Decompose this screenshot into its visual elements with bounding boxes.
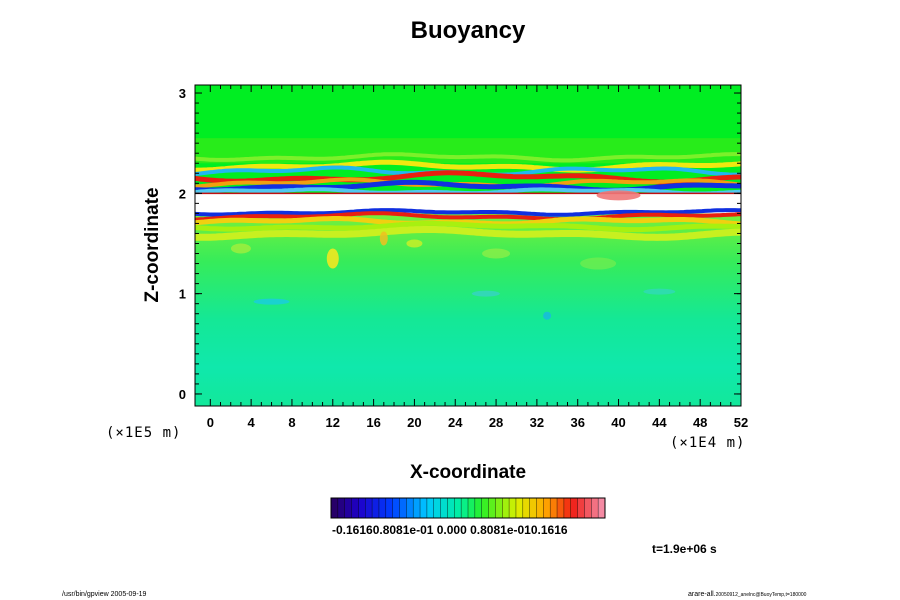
colorbar-bin xyxy=(351,498,359,518)
plume-yellow-1 xyxy=(326,248,339,269)
inversion-pink-patch xyxy=(596,190,641,201)
colorbar-bin xyxy=(481,498,489,518)
wave-blue-2 xyxy=(195,208,741,217)
y-tick-label: 0 xyxy=(179,387,186,402)
x-tick-label: 8 xyxy=(288,415,295,430)
footer-right-small: 20050912_anelnc@BuoyTemp,t=180000 xyxy=(716,592,807,598)
colorbar-bin xyxy=(440,498,448,518)
colorbar-bin xyxy=(550,498,558,518)
wave-lime-2 xyxy=(195,226,741,241)
chart-title: Buoyancy xyxy=(411,17,526,44)
x-tick-label: 28 xyxy=(489,415,503,430)
x-tick-label: 36 xyxy=(570,415,584,430)
colorbar-bin xyxy=(331,498,339,518)
colorbar xyxy=(330,497,606,519)
plot-area xyxy=(195,85,741,406)
colorbar-bin xyxy=(392,498,400,518)
colorbar-frame xyxy=(330,497,606,519)
colorbar-bin xyxy=(447,498,455,518)
plot-frame xyxy=(194,84,742,407)
colorbar-bin xyxy=(529,498,537,518)
x-tick-label: 4 xyxy=(248,415,256,430)
wave-blue-1 xyxy=(195,179,741,193)
wave-lime-1 xyxy=(195,220,741,233)
colorbar-bin xyxy=(372,498,380,518)
x-axis-label: X-coordinate xyxy=(410,462,526,483)
y-tick-label: 3 xyxy=(179,86,186,101)
y-tick-label: 1 xyxy=(179,287,186,302)
colorbar-bin xyxy=(378,498,386,518)
colorbar-bin xyxy=(433,498,441,518)
inversion-layer xyxy=(195,193,741,211)
y-tick-label: 2 xyxy=(179,186,186,201)
plume-lime-2 xyxy=(580,257,617,270)
colorbar-bin xyxy=(557,498,565,518)
x-tick-label: 0 xyxy=(207,415,214,430)
colorbar-bin xyxy=(563,498,571,518)
x-tick-label: 24 xyxy=(448,415,463,430)
y-axis-label: Z-coordinate xyxy=(142,187,163,302)
time-label: t=1.9e+06 s xyxy=(652,542,717,556)
plume-yellow-2 xyxy=(406,239,423,248)
colorbar-bin xyxy=(577,498,585,518)
colorbar-bin xyxy=(474,498,482,518)
x-tick-label: 44 xyxy=(652,415,667,430)
colorbar-bin xyxy=(598,498,606,518)
plume-orange-1 xyxy=(379,231,388,246)
colorbar-bin xyxy=(385,498,393,518)
plume-yellow-3 xyxy=(230,243,251,254)
pocket-cyan-1 xyxy=(253,298,290,305)
colorbar-bin xyxy=(495,498,503,518)
y-axis: 0 1 2 3 xyxy=(179,86,741,402)
x-tick-label: 32 xyxy=(530,415,544,430)
colorbar-tick-labels: -0.16160.8081e-01 0.000 0.8081e-010.1616 xyxy=(332,523,568,537)
colorbar-bin xyxy=(399,498,407,518)
colorbar-bin xyxy=(337,498,345,518)
colorbar-bin xyxy=(536,498,544,518)
colorbar-bin xyxy=(570,498,578,518)
x-tick-label: 48 xyxy=(693,415,707,430)
colorbar-bin xyxy=(461,498,469,518)
footer-right-main: arare-all. xyxy=(688,591,716,598)
colorbar-bin xyxy=(488,498,496,518)
colorbar-bin xyxy=(502,498,510,518)
colorbar-bin xyxy=(420,498,428,518)
pocket-cyan-3 xyxy=(543,311,552,320)
buoyancy-field xyxy=(195,85,741,406)
colorbar-bin xyxy=(591,498,599,518)
x-tick-label: 12 xyxy=(326,415,340,430)
colorbar-bin xyxy=(515,498,523,518)
colorbar-bin xyxy=(454,498,462,518)
x-unit-label: (×1E4 m) xyxy=(670,435,745,451)
x-tick-label: 52 xyxy=(734,415,748,430)
colorbar-bin xyxy=(584,498,592,518)
colorbar-bin xyxy=(358,498,366,518)
colorbar-bin xyxy=(468,498,476,518)
y-unit-label: (×1E5 m) xyxy=(106,425,181,441)
lower-layer xyxy=(195,213,741,406)
footer-left: /usr/bin/gpview 2005-09-19 xyxy=(62,591,147,598)
pocket-cyan-4 xyxy=(643,288,676,295)
colorbar-bin xyxy=(426,498,434,518)
colorbar-bin xyxy=(413,498,421,518)
colorbar-bin xyxy=(522,498,530,518)
x-tick-label: 20 xyxy=(407,415,421,430)
colorbar-bin xyxy=(509,498,517,518)
wave-red-2 xyxy=(195,211,741,222)
pocket-cyan-2 xyxy=(471,290,500,297)
wave-yellow-1 xyxy=(195,159,741,173)
wave-light-1 xyxy=(195,152,741,163)
plume-lime-1 xyxy=(482,248,511,259)
colorbar-bin xyxy=(406,498,414,518)
colorbar-bin xyxy=(365,498,373,518)
footer-right: arare-all.20050912_anelnc@BuoyTemp,t=180… xyxy=(688,591,807,598)
x-tick-label: 16 xyxy=(366,415,380,430)
x-axis: 0 4 8 12 16 20 24 28 32 36 40 44 48 52 xyxy=(207,85,748,430)
x-tick-label: 40 xyxy=(611,415,625,430)
colorbar-bin xyxy=(543,498,551,518)
colorbar-bin xyxy=(344,498,352,518)
